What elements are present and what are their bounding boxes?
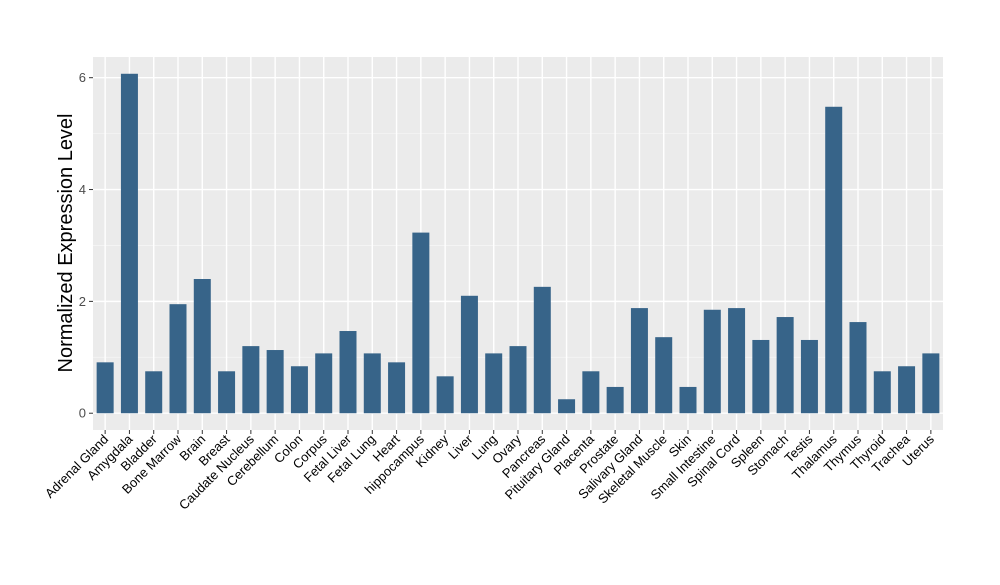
y-tick-label: 0 [79,406,86,421]
x-tick-label: Liver [445,431,476,462]
bars [96,73,940,414]
bar-skeletal-muscle [655,337,673,414]
bar-spleen [752,339,770,414]
bar-liver [460,295,478,414]
bar-caudate-nucleus [242,346,260,414]
bar-corpus [315,353,333,414]
bar-stomach [776,317,794,414]
bar-hippocampus [412,232,430,414]
bar-salivary-gland [630,308,648,414]
bar-cerebellum [266,350,284,414]
bar-breast [218,371,236,414]
bar-prostate [606,386,624,414]
bar-lung [485,353,503,414]
bar-trachea [898,366,916,414]
y-tick-label: 4 [79,182,86,197]
bar-thalamus [825,106,843,414]
bar-testis [800,339,818,414]
y-tick-label: 2 [79,294,86,309]
bar-brain [193,279,211,414]
bar-amygdala [120,73,138,414]
bar-small-intestine [703,309,721,414]
bar-placenta [582,371,600,414]
bar-ovary [509,346,527,414]
bar-fetal-liver [339,331,357,414]
bar-spinal-cord [728,308,746,414]
y-axis: 0 2 4 6 [79,70,93,421]
bar-fetal-lung [363,353,381,414]
y-axis-label: Normalized Expression Level [55,113,77,372]
bar-thyroid [873,371,891,414]
bar-bladder [145,371,163,414]
y-tick-label: 6 [79,70,86,85]
bar-kidney [436,376,454,414]
bar-uterus [922,353,940,414]
bar-heart [388,362,406,414]
bar-colon [290,366,308,414]
bar-pancreas [533,286,551,414]
bar-thymus [849,322,867,414]
bar-bone-marrow [169,304,187,414]
bar-skin [679,386,697,414]
bar-adrenal-gland [96,362,114,414]
bar-pituitary-gland [558,399,576,414]
